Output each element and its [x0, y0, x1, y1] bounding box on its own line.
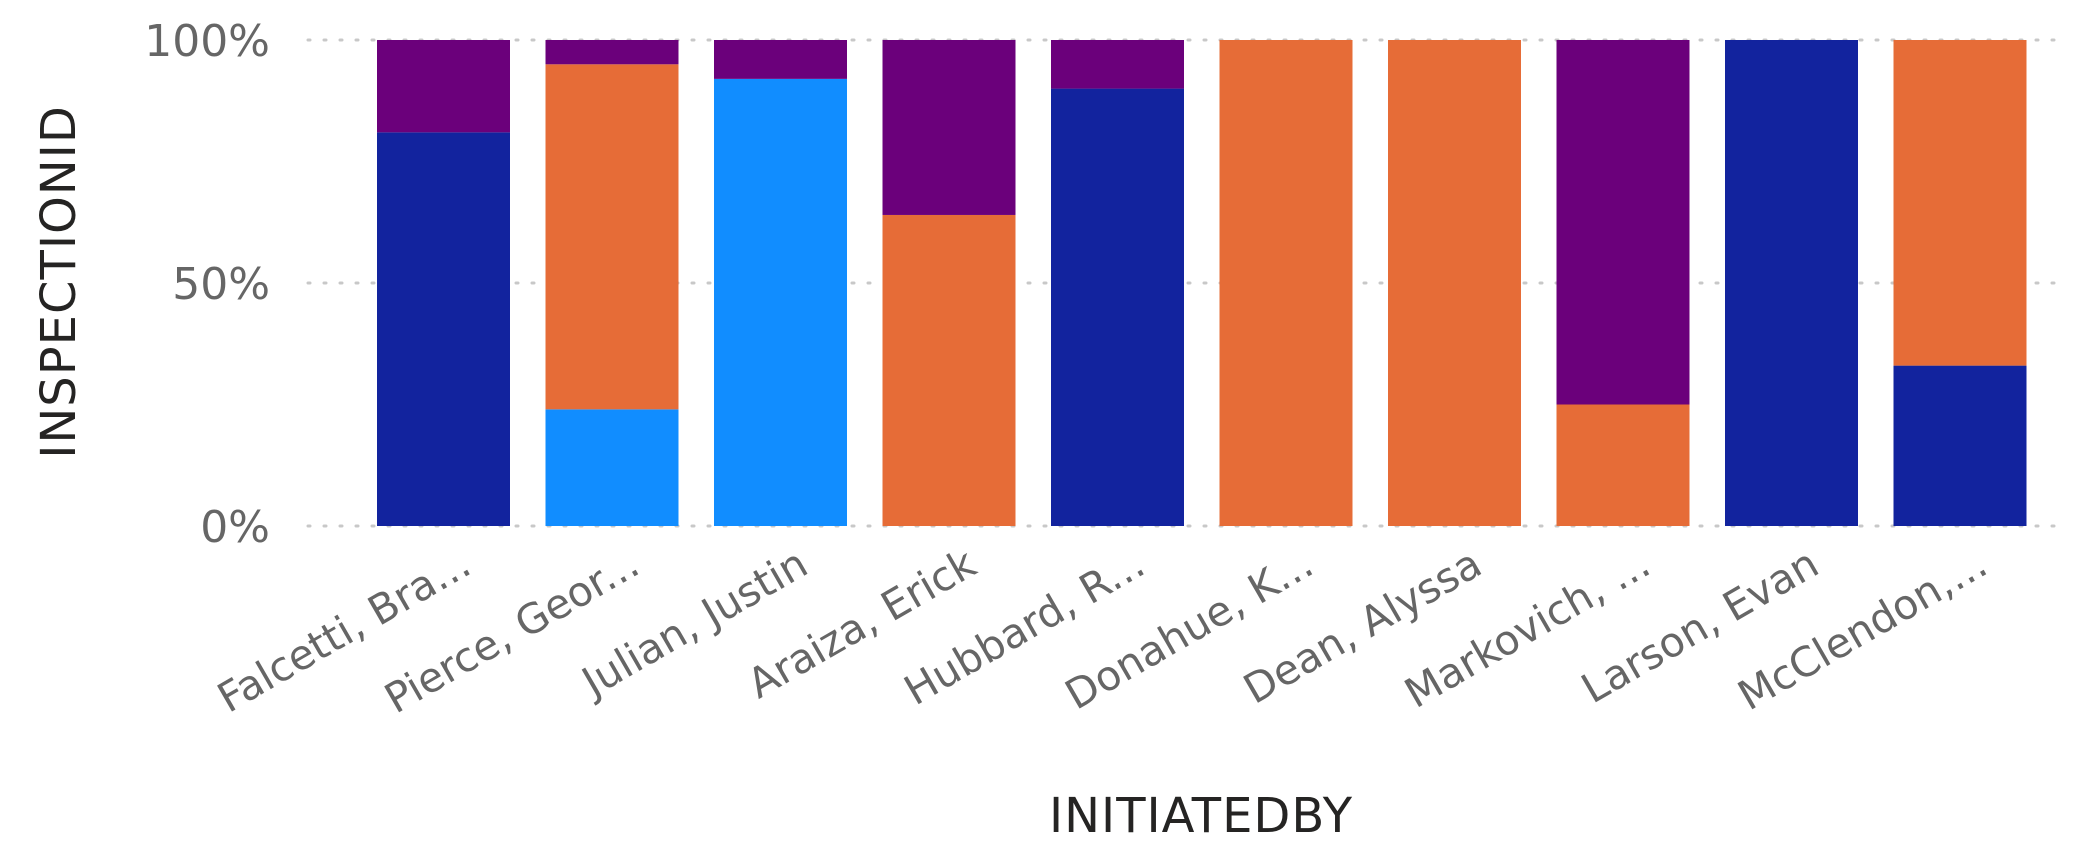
bar-segment	[545, 409, 679, 526]
x-axis-title: INITIATEDBY	[1049, 788, 1353, 841]
bar-segment	[545, 64, 679, 410]
bar-segment	[714, 40, 847, 79]
bar-segment	[1051, 40, 1184, 89]
bar-segment	[1219, 40, 1353, 526]
y-tick-label: 100%	[144, 16, 270, 67]
bar-segment	[1051, 88, 1184, 526]
bar-segment	[882, 40, 1016, 215]
x-axis-labels: Falcetti, Bra...Pierce, Geor...Julian, J…	[209, 539, 1995, 723]
bar-segment	[714, 78, 847, 526]
bar-segment	[1893, 40, 2027, 366]
bar-segment	[545, 40, 679, 65]
bar-segment	[882, 214, 1016, 526]
gridlines	[306, 38, 2068, 528]
y-tick-label: 0%	[200, 502, 270, 553]
bar-segment	[1893, 365, 2027, 526]
bar-segment	[1556, 404, 1690, 526]
bars	[377, 40, 2027, 526]
y-axis-title: INSPECTIONID	[31, 105, 87, 459]
bar-segment	[1725, 40, 1858, 526]
y-tick-label: 50%	[172, 259, 270, 310]
bar-segment	[1388, 40, 1521, 526]
y-axis-ticks: 0% 50% 100%	[144, 16, 270, 553]
bar-segment	[377, 132, 510, 526]
bar-segment	[377, 40, 510, 133]
bar-segment	[1556, 40, 1690, 405]
